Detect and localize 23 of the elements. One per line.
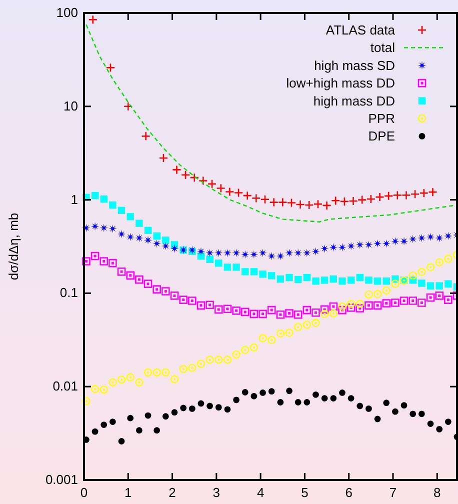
- y-tick-label: 10: [64, 98, 78, 114]
- y-tick-label: 0.1: [60, 285, 78, 300]
- x-tick-label: 5: [301, 485, 308, 500]
- y-tick-label: 0.01: [52, 378, 78, 394]
- x-tick-label: 8: [434, 485, 441, 500]
- x-tick-label: 0: [80, 485, 88, 500]
- x-tick-label: 6: [345, 485, 352, 500]
- legend-label: DPE: [368, 128, 396, 144]
- legend-label: total: [370, 40, 396, 56]
- x-tick-label: 1: [124, 485, 132, 500]
- x-tick-label: 7: [389, 485, 397, 500]
- x-tick-label: 4: [256, 485, 264, 500]
- legend-label: low+high mass DD: [286, 76, 395, 91]
- legend-label: ATLAS data: [326, 22, 396, 38]
- legend-label: PPR: [368, 111, 395, 126]
- y-tick-label: 100: [56, 5, 78, 20]
- x-tick-label: 2: [168, 485, 176, 500]
- y-tick-label: 1: [70, 192, 78, 207]
- legend-label: high mass SD: [314, 58, 395, 73]
- y-axis-title: dσ/dΔη, mb: [6, 212, 21, 280]
- legend-label: high mass DD: [313, 93, 395, 108]
- x-tick-label: 3: [212, 485, 220, 500]
- y-tick-label: 0.001: [45, 472, 78, 487]
